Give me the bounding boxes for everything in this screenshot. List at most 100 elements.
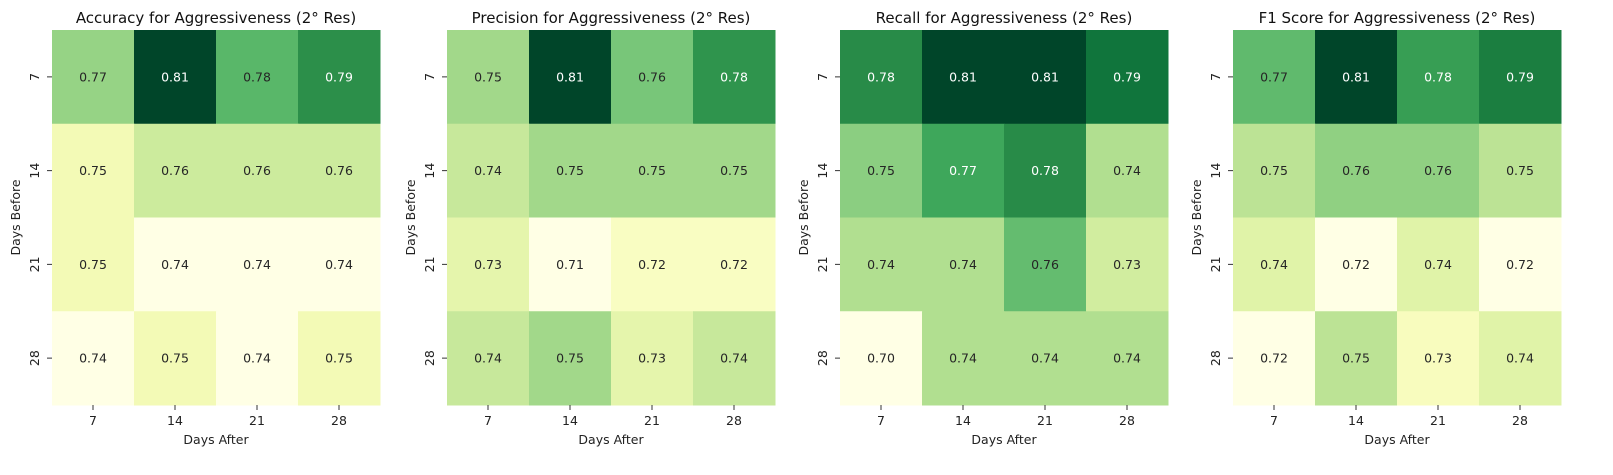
x-axis-label: Days After	[578, 432, 644, 447]
heatmap-cell	[529, 30, 612, 125]
y-tick-label: 28	[815, 350, 830, 366]
y-tick-label: 21	[1208, 256, 1223, 272]
heatmap-cell	[1479, 30, 1562, 125]
cell-value-label: 0.78	[243, 69, 271, 84]
x-tick-label: 21	[249, 413, 265, 428]
cell-value-label: 0.78	[720, 69, 748, 84]
cell-value-label: 0.77	[1260, 69, 1288, 84]
cell-value-label: 0.74	[1113, 163, 1141, 178]
cell-value-label: 0.81	[1031, 69, 1059, 84]
y-tick-label: 7	[27, 73, 42, 81]
chart-title: Accuracy for Aggressiveness (2° Res)	[76, 9, 356, 27]
y-tick-label: 21	[422, 256, 437, 272]
heatmap-cell	[134, 217, 217, 312]
cell-value-label: 0.75	[556, 163, 584, 178]
x-tick-label: 21	[1430, 413, 1446, 428]
y-tick-label: 7	[1208, 73, 1223, 81]
cell-value-label: 0.75	[867, 163, 895, 178]
cell-value-label: 0.72	[1506, 257, 1534, 272]
cell-value-label: 0.79	[1506, 69, 1534, 84]
heatmap-cell	[52, 30, 135, 125]
heatmap-cell	[298, 30, 381, 125]
cell-value-label: 0.74	[867, 257, 895, 272]
cell-value-label: 0.74	[474, 163, 502, 178]
heatmap-cell	[840, 123, 923, 218]
heatmap-cell	[216, 217, 299, 312]
cell-value-label: 0.75	[161, 351, 189, 366]
heatmap-cell	[693, 217, 776, 312]
x-tick-label: 7	[1270, 413, 1278, 428]
heatmap-cell	[1233, 123, 1316, 218]
heatmap-cell	[447, 123, 530, 218]
cell-value-label: 0.74	[949, 351, 977, 366]
cell-value-label: 0.74	[474, 351, 502, 366]
heatmap-cell	[840, 311, 923, 406]
heatmap-cell	[840, 30, 923, 125]
x-tick-label: 28	[1119, 413, 1135, 428]
chart-title: Recall for Aggressiveness (2° Res)	[876, 9, 1133, 27]
heatmap-cell	[1397, 30, 1480, 125]
y-tick-label: 14	[27, 163, 42, 179]
heatmap-cell	[216, 311, 299, 406]
heatmap-cell	[922, 217, 1005, 312]
cell-value-label: 0.76	[1031, 257, 1059, 272]
y-tick-label: 21	[815, 256, 830, 272]
cell-value-label: 0.75	[325, 351, 353, 366]
heatmap-cell	[611, 311, 694, 406]
heatmap-cell	[52, 217, 135, 312]
cell-value-label: 0.81	[556, 69, 584, 84]
cell-value-label: 0.70	[867, 351, 895, 366]
heatmap-cell	[1315, 311, 1398, 406]
heatmap-panel-1: 0.77 0.81 0.78 0.79 0.75 0.76 0.76 0.76 0.75 0.74…	[8, 9, 381, 447]
heatmap-cell	[1397, 311, 1480, 406]
cell-value-label: 0.75	[79, 257, 107, 272]
cell-value-label: 0.74	[1424, 257, 1452, 272]
x-tick-label: 7	[484, 413, 492, 428]
cell-value-label: 0.78	[1031, 163, 1059, 178]
heatmap-cell	[298, 123, 381, 218]
y-tick-label: 28	[27, 350, 42, 366]
cell-value-label: 0.74	[1506, 351, 1534, 366]
x-tick-label: 14	[1348, 413, 1364, 428]
heatmap-cell	[693, 123, 776, 218]
x-tick-label: 7	[877, 413, 885, 428]
heatmap-cell	[1004, 123, 1087, 218]
heatmap-cell	[840, 217, 923, 312]
cell-value-label: 0.74	[243, 351, 271, 366]
x-axis-label: Days After	[971, 432, 1037, 447]
cell-value-label: 0.72	[1342, 257, 1370, 272]
cell-value-label: 0.72	[1260, 351, 1288, 366]
heatmap-cell	[1233, 217, 1316, 312]
cell-value-label: 0.76	[1424, 163, 1452, 178]
heatmap-panel-3: 0.78 0.81 0.81 0.79 0.75 0.77 0.78 0.74 0.74 0.74…	[796, 9, 1169, 447]
heatmap-cell	[1004, 30, 1087, 125]
heatmap-cell	[922, 311, 1005, 406]
cell-value-label: 0.71	[556, 257, 584, 272]
cell-value-label: 0.78	[1424, 69, 1452, 84]
heatmap-cell	[1086, 30, 1169, 125]
heatmap-cell	[1086, 217, 1169, 312]
y-axis-label: Days Before	[1189, 179, 1204, 255]
heatmap-cell	[1315, 217, 1398, 312]
heatmap-cell	[1315, 123, 1398, 218]
x-axis-label: Days After	[183, 432, 249, 447]
heatmap-panel-4: 0.77 0.81 0.78 0.79 0.75 0.76 0.76 0.75 0.74 0.72…	[1189, 9, 1562, 447]
cell-value-label: 0.74	[79, 351, 107, 366]
x-tick-label: 14	[562, 413, 578, 428]
heatmap-cell	[1004, 311, 1087, 406]
cell-value-label: 0.73	[1424, 351, 1452, 366]
heatmap-cell	[447, 30, 530, 125]
x-tick-label: 21	[644, 413, 660, 428]
x-axis-label: Days After	[1364, 432, 1430, 447]
heatmap-cell	[1233, 30, 1316, 125]
cell-value-label: 0.79	[1113, 69, 1141, 84]
heatmap-cell	[922, 123, 1005, 218]
cell-value-label: 0.74	[1113, 351, 1141, 366]
cell-value-label: 0.74	[1031, 351, 1059, 366]
heatmap-panel-2: 0.75 0.81 0.76 0.78 0.74 0.75 0.75 0.75 0.73 0.71…	[403, 9, 776, 447]
heatmap-cell	[134, 30, 217, 125]
cell-value-label: 0.77	[79, 69, 107, 84]
heatmap-cell	[693, 311, 776, 406]
heatmap-cell	[298, 217, 381, 312]
